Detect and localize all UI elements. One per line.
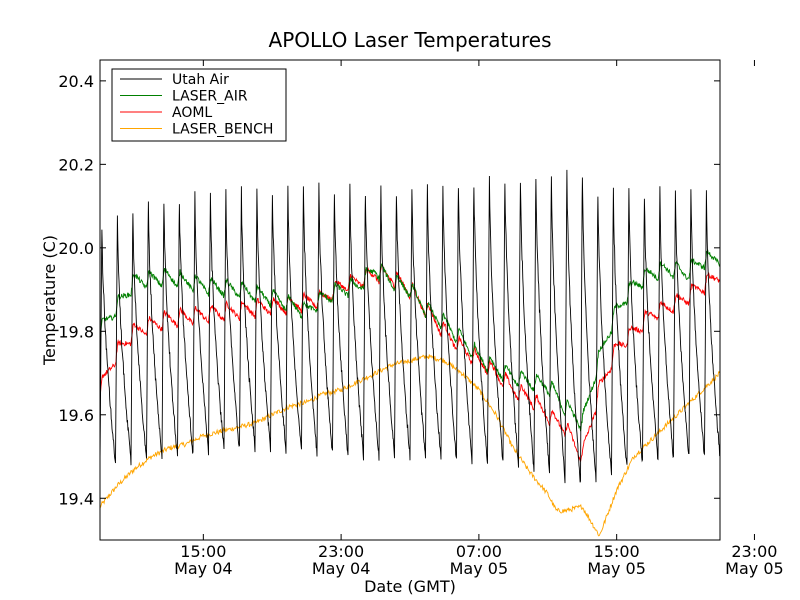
x-tick-time-label: 15:00 [180,542,226,561]
x-tick-time-label: 23:00 [318,542,364,561]
x-tick-time-label: 07:00 [456,542,502,561]
x-tick-date-label: May 05 [450,559,509,578]
legend-label: LASER_AIR [172,89,248,105]
plot-border [99,59,721,541]
y-tick-label: 19.8 [58,322,94,341]
x-axis-label: Date (GMT) [364,577,456,596]
series-line-laser-bench [100,354,720,537]
y-tick-label: 19.4 [58,489,94,508]
y-tick-label: 20.4 [58,72,94,91]
legend-box [111,68,287,142]
x-tick-time-label: 23:00 [731,542,777,561]
legend-label: AOML [172,105,212,121]
y-tick-label: 20.0 [58,239,94,258]
series-line-utah-air [100,169,720,484]
x-tick-date-label: May 05 [587,559,646,578]
x-tick-time-label: 15:00 [594,542,640,561]
series-line-aoml [100,263,720,462]
y-tick-label: 20.2 [58,155,94,174]
y-tick-label: 19.6 [58,406,94,425]
x-tick-date-label: May 04 [312,559,371,578]
legend-label: Utah Air [172,72,229,88]
series-layer [100,169,720,537]
x-tick-date-label: May 04 [174,559,233,578]
legend-label: LASER_BENCH [172,122,273,138]
x-tick-date-label: May 05 [725,559,784,578]
y-axis: 19.4 19.6 19.8 20.0 20.2 20.4 [58,72,720,508]
y-axis-label: Temperature (C) [40,235,59,366]
chart-title: APOLLO Laser Temperatures [269,28,552,52]
